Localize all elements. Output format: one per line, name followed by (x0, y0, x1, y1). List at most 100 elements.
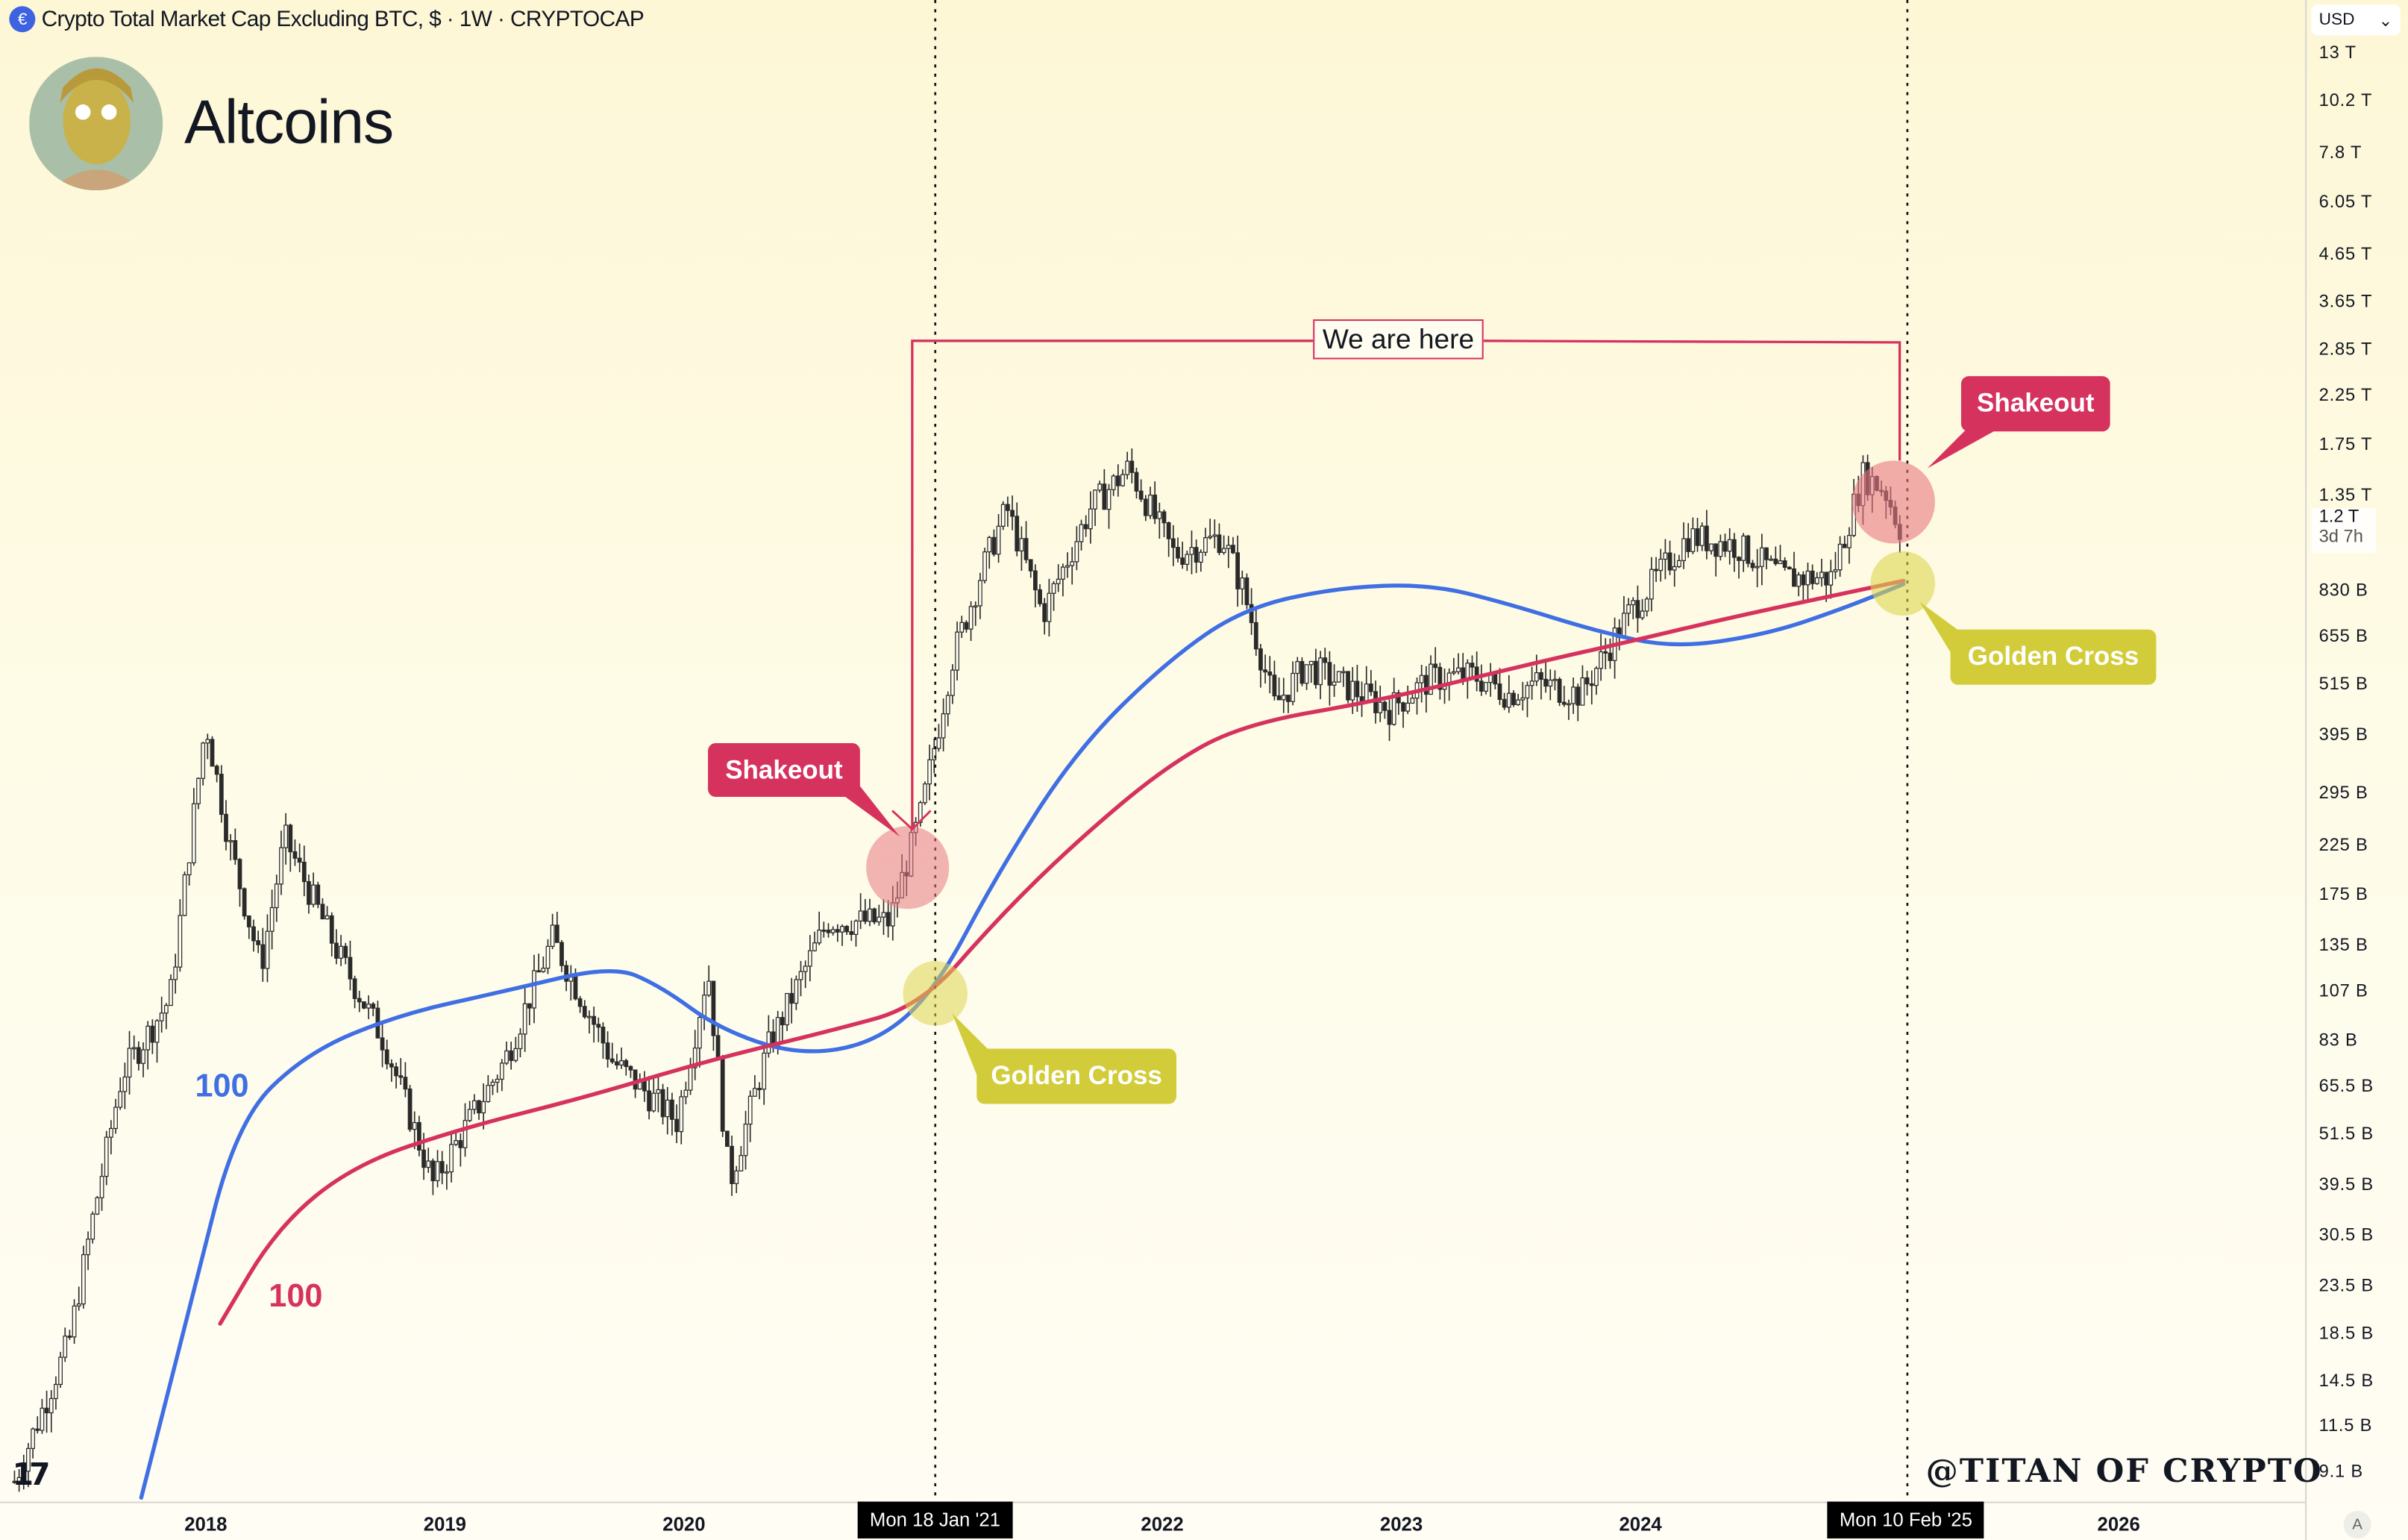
candle (592, 1007, 597, 1043)
candle (467, 1101, 472, 1123)
candle (702, 981, 706, 1030)
candle (348, 940, 353, 991)
shakeout-circle-2021 (866, 826, 950, 910)
candle-body (279, 847, 283, 885)
candles-layer (12, 448, 1902, 1492)
candle-body (509, 1050, 514, 1061)
candle (1111, 474, 1116, 496)
candle-body (178, 915, 183, 968)
candle (849, 920, 854, 942)
candle (1226, 536, 1231, 569)
candle (1203, 528, 1208, 557)
candle (1299, 657, 1305, 686)
price-tick: 225 B (2318, 836, 2368, 856)
candle-body (1235, 552, 1240, 589)
candle (1571, 677, 1575, 714)
candle (688, 1057, 693, 1095)
candle-body (1405, 702, 1411, 712)
candle-body (307, 880, 311, 905)
ma-blue-label: 100 (195, 1068, 249, 1104)
candle (959, 616, 965, 638)
candle-body (1529, 680, 1534, 686)
candle-body (449, 1144, 454, 1173)
candle (670, 1092, 674, 1136)
candle-body (706, 980, 712, 996)
candle-body (435, 1161, 440, 1182)
candle-body (1497, 683, 1502, 700)
candle-body (1828, 571, 1834, 586)
candle (1157, 502, 1162, 539)
candle-body (1534, 672, 1539, 682)
candle-body (1805, 570, 1810, 586)
candle (486, 1074, 491, 1103)
candle (72, 1299, 77, 1345)
candle-body (766, 1031, 771, 1054)
candle-body (1033, 570, 1038, 591)
candle (1801, 571, 1806, 604)
last-price-value: 1.2 T (2318, 508, 2360, 527)
symbol-header[interactable]: € Crypto Total Market Cap Excluding BTC,… (9, 6, 645, 33)
candle (1093, 489, 1097, 526)
currency-select[interactable]: USD ⌄ (2311, 4, 2401, 36)
candle (798, 960, 803, 997)
time-tick: 2022 (1141, 1513, 1184, 1536)
candle (628, 1065, 633, 1078)
candle (127, 1030, 132, 1095)
candle-body (407, 1088, 413, 1130)
candle-body (1741, 535, 1746, 561)
candle-body (495, 1078, 500, 1083)
candle (439, 1151, 445, 1185)
candle-body (348, 957, 353, 980)
candle (577, 995, 583, 1013)
candle-body (292, 851, 298, 859)
candle (251, 919, 256, 952)
candle (1010, 495, 1015, 530)
candle-body (1792, 568, 1796, 587)
candle-body (1654, 569, 1658, 572)
candle (941, 698, 946, 752)
price-tick: 1.75 T (2318, 436, 2373, 455)
auto-scale-button[interactable]: A (2343, 1510, 2371, 1539)
candle-body (1120, 474, 1125, 486)
candle-body (486, 1085, 491, 1103)
candle (1212, 519, 1217, 548)
candle (307, 874, 311, 914)
candle-body (1102, 483, 1107, 510)
candle-body (554, 924, 559, 943)
we-are-here-callout: We are here (1313, 319, 1484, 360)
candle-body (21, 1471, 26, 1478)
candle (362, 1001, 366, 1010)
candle-body (1474, 666, 1479, 682)
candle (1516, 693, 1521, 706)
candle (1479, 664, 1484, 696)
candle-body (109, 1127, 113, 1138)
candle-body (48, 1397, 54, 1414)
candle-body (945, 695, 950, 715)
candle-body (163, 1004, 169, 1014)
candle-body (1567, 703, 1571, 706)
candle (697, 1012, 702, 1068)
candle (1042, 598, 1047, 635)
candle-body (412, 1121, 417, 1130)
candle (1125, 451, 1130, 480)
candle (67, 1330, 72, 1340)
candle-body (1157, 511, 1162, 519)
candle-body (31, 1428, 35, 1449)
candle-body (752, 1088, 757, 1097)
candle-body (1056, 578, 1061, 584)
candle (403, 1062, 408, 1098)
candle (430, 1158, 436, 1195)
candle (417, 1115, 421, 1156)
candle-body (362, 1001, 366, 1009)
candle-body (651, 1092, 656, 1112)
candle (1231, 536, 1235, 554)
time-axis[interactable] (0, 1501, 2306, 1540)
price-tick: 295 B (2318, 783, 2368, 803)
price-axis[interactable] (2305, 0, 2408, 1540)
candle (339, 935, 343, 966)
candle-body (720, 1057, 725, 1132)
tradingview-logo-icon[interactable]: 𝟭𝟳 (12, 1458, 50, 1493)
candle (1548, 669, 1553, 701)
candle (1051, 580, 1056, 611)
